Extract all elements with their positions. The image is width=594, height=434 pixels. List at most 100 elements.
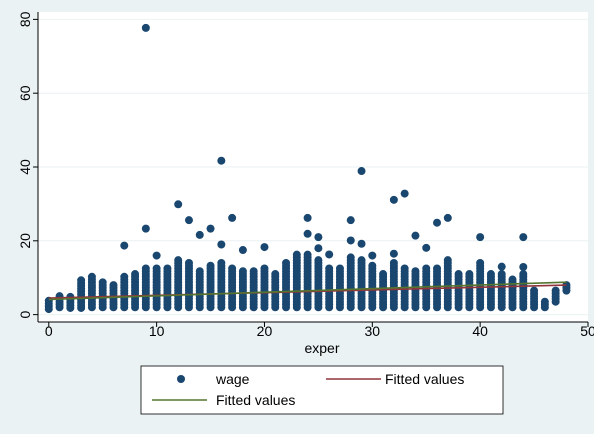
wage-point <box>422 243 431 252</box>
wage-point <box>195 267 204 276</box>
wage-point <box>443 213 452 222</box>
wage-point <box>217 156 226 165</box>
wage-point <box>443 256 452 265</box>
wage-point <box>238 267 247 276</box>
gridlines <box>38 18 588 316</box>
legend: wage Fitted values Fitted values <box>140 365 504 415</box>
wage-point <box>109 281 118 290</box>
wage-point <box>422 264 431 273</box>
y-tick-label: 20 <box>17 233 33 249</box>
y-tick-label: 80 <box>17 11 33 27</box>
wage-point <box>184 258 193 267</box>
x-tick-label: 10 <box>149 323 165 339</box>
wage-point <box>519 270 528 279</box>
wage-point <box>303 213 312 222</box>
wage-point <box>314 244 323 253</box>
x-tick-label: 20 <box>257 323 273 339</box>
wage-point <box>497 262 506 271</box>
wage-point <box>141 224 150 233</box>
wage-point <box>174 200 183 209</box>
wage-point <box>217 240 226 249</box>
wage-point <box>303 229 312 238</box>
wage-point <box>476 233 485 242</box>
x-tick-label: 30 <box>365 323 381 339</box>
wage-point <box>98 278 107 287</box>
y-tick-label: 0 <box>17 311 33 319</box>
x-tick-label: 0 <box>45 323 53 339</box>
wage-point <box>131 270 140 279</box>
wage-point <box>141 264 150 273</box>
wage-point <box>314 233 323 242</box>
wage-point <box>465 270 474 279</box>
wage-point <box>400 189 409 198</box>
wage-point <box>184 216 193 225</box>
wage-point <box>357 167 366 176</box>
wage-point <box>519 263 528 272</box>
wage-point <box>303 250 312 259</box>
wage-point <box>87 272 96 281</box>
legend-box <box>140 365 504 415</box>
wage-point <box>217 258 226 267</box>
wage-point <box>400 264 409 273</box>
wage-point <box>77 276 86 285</box>
legend-label-fitted-1: Fitted values <box>385 371 464 387</box>
wage-point <box>508 275 517 284</box>
wage-point <box>206 261 215 270</box>
wage-point <box>120 241 129 250</box>
wage-point <box>260 264 269 273</box>
wage-point <box>486 270 495 279</box>
wage-point <box>389 249 398 258</box>
x-tick-label: 40 <box>472 323 488 339</box>
wage-point <box>228 264 237 273</box>
wage-point <box>238 246 247 255</box>
wage-point <box>346 236 355 245</box>
wage-point <box>195 230 204 239</box>
axes: 0 20 40 60 80 0 10 20 30 40 50 <box>17 11 594 339</box>
wage-point <box>411 231 420 240</box>
wage-point <box>174 256 183 265</box>
wage-point <box>357 239 366 248</box>
wage-point <box>379 270 388 279</box>
x-tick-label: 50 <box>580 323 594 339</box>
wage-point <box>476 258 485 267</box>
wage-point <box>325 264 334 273</box>
wage-point <box>314 256 323 265</box>
wage-point <box>389 195 398 204</box>
wage-point <box>433 264 442 273</box>
wage-point <box>433 218 442 227</box>
wage-point <box>292 250 301 259</box>
legend-label-wage: wage <box>215 371 250 387</box>
y-tick-label: 40 <box>17 159 33 175</box>
legend-label-fitted-2: Fitted values <box>216 392 295 408</box>
wage-point <box>540 297 549 306</box>
fitted-lines <box>48 281 567 301</box>
y-tick-label: 60 <box>17 85 33 101</box>
wage-point <box>368 251 377 260</box>
wage-point <box>411 267 420 276</box>
wage-point <box>141 23 150 32</box>
wage-point <box>249 267 258 276</box>
wage-point <box>152 264 161 273</box>
wage-point <box>551 286 560 295</box>
wage-point <box>346 216 355 225</box>
wage-point <box>228 213 237 222</box>
wage-point <box>389 258 398 267</box>
wage-point <box>271 270 280 279</box>
wage-point <box>325 250 334 259</box>
wage-point <box>454 270 463 279</box>
fitted-line-2 <box>48 281 567 301</box>
wage-point <box>497 270 506 279</box>
x-axis-label: exper <box>304 340 339 356</box>
legend-marker-wage <box>177 375 185 383</box>
wage-point <box>152 251 161 260</box>
wage-point <box>519 233 528 242</box>
wage-point <box>530 286 539 295</box>
wage-point <box>120 272 129 281</box>
wage-point <box>282 258 291 267</box>
wage-point <box>260 243 269 252</box>
wage-point <box>368 261 377 270</box>
wage-point <box>346 253 355 262</box>
wage-point <box>357 256 366 265</box>
